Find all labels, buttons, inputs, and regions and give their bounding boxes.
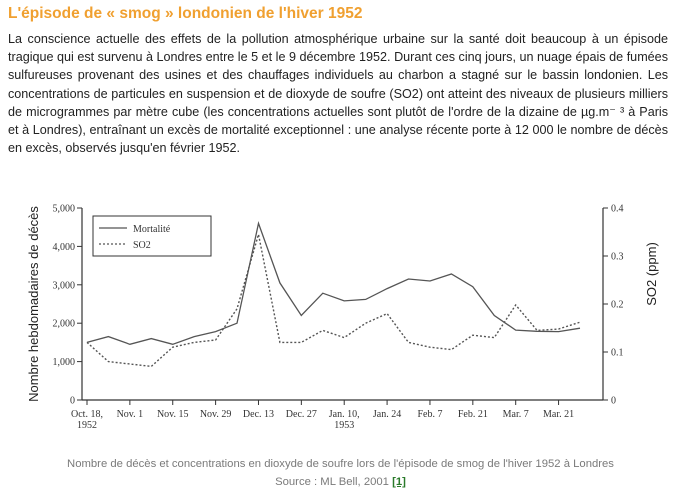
legend-box	[92, 215, 212, 257]
x-tick-label: Nov. 1	[117, 409, 144, 420]
x-tick-label: Feb. 21	[458, 409, 488, 420]
article-paragraph: La conscience actuelle des effets de la …	[8, 32, 668, 156]
y-tick-label: 1,000	[53, 357, 76, 368]
y2-tick-label: 0.4	[611, 204, 624, 215]
y2-tick-label: 0	[611, 396, 616, 407]
source-text: Source : ML Bell, 2001	[275, 476, 393, 488]
x-tick-label: Nov. 29	[200, 409, 232, 420]
x-tick-sublabel: 1952	[77, 420, 97, 431]
series-line-so2	[86, 234, 581, 368]
y-tick-label: 5,000	[53, 204, 76, 215]
legend-label: SO2	[133, 240, 151, 251]
chart-legend: Mortalité SO2	[92, 215, 212, 257]
x-tick-label: Oct. 18,	[71, 409, 103, 420]
y2-tick-label: 0.3	[611, 252, 624, 263]
source-reference-link[interactable]: [1]	[392, 476, 406, 488]
chart-plot	[86, 221, 581, 368]
x-tick-label: Dec. 27	[286, 409, 317, 420]
y-tick-label: 2,000	[53, 319, 76, 330]
x-tick-sublabel: 1953	[334, 420, 354, 431]
y2-tick-label: 0.1	[611, 348, 624, 359]
y2-tick-label: 0.2	[611, 300, 624, 311]
y-tick-label: 3,000	[53, 280, 76, 291]
series-line-mortality	[86, 221, 581, 345]
x-tick-label: Nov. 15	[157, 409, 189, 420]
mortality-so2-chart: 0 1,000 2,000 3,000 4,000 5,000 0 0.1 0.2 0.3 0.4 O…	[26, 204, 659, 432]
x-tick-label: Jan. 10,	[329, 409, 360, 420]
legend-label: Mortalité	[133, 224, 171, 235]
x-tick-label: Dec. 13	[243, 409, 274, 420]
y-tick-label: 0	[70, 396, 75, 407]
y2-axis-title: SO2 (ppm)	[644, 242, 659, 306]
figure-caption: Nombre de décès et concentrations en dio…	[67, 458, 614, 470]
x-tick-label: Mar. 21	[543, 409, 574, 420]
x-tick-label: Mar. 7	[503, 409, 529, 420]
article-title: L'épisode de « smog » londonien de l'hiv…	[8, 5, 363, 22]
x-tick-label: Jan. 24	[373, 409, 401, 420]
y-axis-title: Nombre hebdomadaires de décès	[26, 206, 41, 402]
chart-axes: 0 1,000 2,000 3,000 4,000 5,000 0 0.1 0.2 0.3 0.4 O…	[26, 204, 659, 432]
y-tick-label: 4,000	[53, 242, 76, 253]
x-tick-label: Feb. 7	[417, 409, 442, 420]
figure-source: Source : ML Bell, 2001 [1]	[0, 476, 681, 488]
